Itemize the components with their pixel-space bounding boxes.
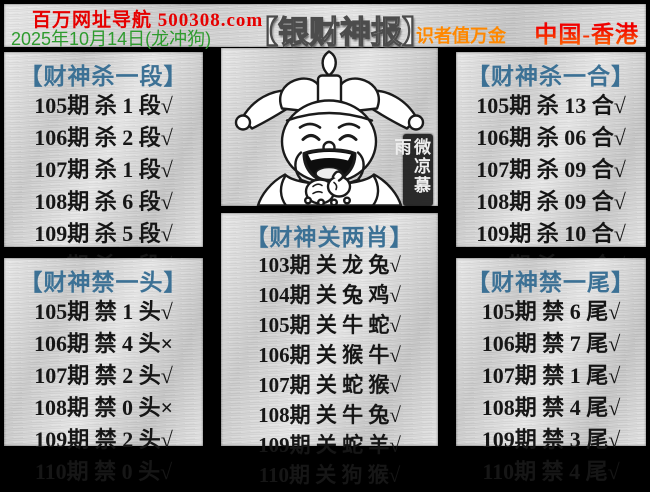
prediction-rows: 105期 禁 1 头√ 106期 禁 4 头× 107期 禁 2 头√ 108期… bbox=[4, 294, 203, 489]
prediction-row: 107期 禁 1 尾√ bbox=[481, 363, 621, 388]
panel-sha-yi-duan: 【财神杀一段】 105期 杀 1 段√ 106期 杀 2 段√ 107期 杀 1… bbox=[4, 52, 203, 278]
panel-title: 【财神关两肖】 bbox=[245, 225, 414, 250]
panel-jin-yi-wei: 【财神禁一尾】 105期 禁 6 尾√ 106期 禁 7 尾√ 107期 禁 1… bbox=[456, 258, 646, 484]
prediction-row: 108期 杀 6 段√ bbox=[34, 189, 173, 214]
prediction-row: 107期 关 蛇 猴√ bbox=[258, 373, 401, 397]
prediction-row: 106期 杀 06 合√ bbox=[476, 125, 626, 150]
prediction-row: 103期 关 龙 兔√ bbox=[258, 253, 401, 277]
prediction-rows: 105期 禁 6 尾√ 106期 禁 7 尾√ 107期 禁 1 尾√ 108期… bbox=[456, 294, 646, 489]
region-label: 中国-香港 bbox=[534, 15, 639, 49]
prediction-row: 105期 杀 13 合√ bbox=[476, 93, 626, 118]
watermark-seal: 微凉慕雨 bbox=[391, 134, 433, 206]
panel-title: 【财神杀一合】 bbox=[467, 64, 635, 89]
panel-sha-yi-he: 【财神杀一合】 105期 杀 13 合√ 106期 杀 06 合√ 107期 杀… bbox=[456, 52, 646, 278]
prediction-row: 105期 禁 6 尾√ bbox=[481, 299, 621, 324]
panel-guan-liang-xiao: 【财神关两肖】 103期 关 龙 兔√ 104期 关 兔 鸡√ 105期 关 牛… bbox=[221, 213, 438, 487]
prediction-row: 105期 杀 1 段√ bbox=[34, 93, 173, 118]
prediction-row: 109期 禁 3 尾√ bbox=[481, 427, 621, 452]
issue-date: 2025年10月14日(龙冲狗) bbox=[11, 29, 212, 49]
prediction-row: 110期 关 狗 猴√ bbox=[258, 463, 401, 487]
prediction-row: 109期 关 蛇 羊√ bbox=[258, 433, 401, 457]
panel-title: 【财神禁一尾】 bbox=[467, 270, 635, 295]
slogan-text: 识者值万金 bbox=[416, 26, 506, 46]
prediction-row: 110期 禁 0 头√ bbox=[34, 459, 173, 484]
page-title: 【银财神报】 bbox=[246, 14, 433, 50]
panel-title: 【财神杀一段】 bbox=[19, 64, 188, 89]
prediction-row: 106期 禁 4 头× bbox=[33, 331, 174, 356]
god-of-wealth-icon bbox=[234, 50, 425, 206]
prediction-row: 108期 禁 4 尾√ bbox=[481, 395, 621, 420]
prediction-row: 106期 关 猴 牛√ bbox=[258, 343, 401, 367]
prediction-row: 107期 禁 2 头√ bbox=[34, 363, 173, 388]
prediction-row: 108期 杀 09 合√ bbox=[476, 189, 626, 214]
prediction-rows: 105期 杀 13 合√ 106期 杀 06 合√ 107期 杀 09 合√ 1… bbox=[456, 88, 646, 283]
header-bar: 百万网址导航 500308.com 2025年10月14日(龙冲狗) 【银财神报… bbox=[4, 4, 646, 51]
mascot-panel: 微凉慕雨 bbox=[221, 48, 438, 206]
prediction-row: 109期 杀 5 段√ bbox=[34, 221, 173, 246]
prediction-row: 105期 关 牛 蛇√ bbox=[258, 313, 401, 337]
prediction-row: 110期 禁 4 尾√ bbox=[482, 459, 620, 484]
prediction-row: 107期 杀 1 段√ bbox=[34, 157, 173, 182]
panel-jin-yi-tou: 【财神禁一头】 105期 禁 1 头√ 106期 禁 4 头× 107期 禁 2… bbox=[4, 258, 203, 484]
panel-title: 【财神禁一头】 bbox=[19, 270, 188, 295]
prediction-row: 108期 关 牛 兔√ bbox=[258, 403, 401, 427]
prediction-row: 107期 杀 09 合√ bbox=[476, 157, 626, 182]
prediction-row: 105期 禁 1 头√ bbox=[34, 299, 173, 324]
prediction-row: 109期 禁 2 头√ bbox=[34, 427, 173, 452]
site-nav-link[interactable]: 百万网址导航 500308.com bbox=[32, 10, 264, 31]
prediction-rows: 103期 关 龙 兔√ 104期 关 兔 鸡√ 105期 关 牛 蛇√ 106期… bbox=[221, 249, 438, 492]
prediction-rows: 105期 杀 1 段√ 106期 杀 2 段√ 107期 杀 1 段√ 108期… bbox=[4, 88, 203, 283]
prediction-row: 108期 禁 0 头× bbox=[33, 395, 174, 420]
prediction-row: 106期 禁 7 尾√ bbox=[481, 331, 621, 356]
prediction-row: 104期 关 兔 鸡√ bbox=[258, 283, 401, 307]
prediction-row: 109期 杀 10 合√ bbox=[476, 221, 626, 246]
prediction-row: 106期 杀 2 段√ bbox=[34, 125, 173, 150]
